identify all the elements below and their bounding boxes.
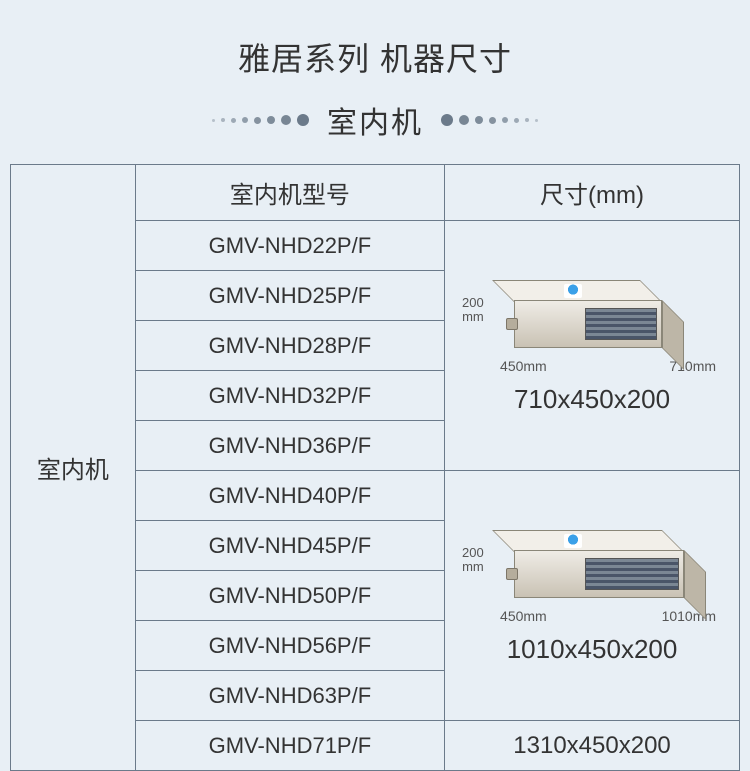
dots-right [441,114,538,126]
subtitle-text: 室内机 [327,98,423,142]
unit-diagram-2: 200 mm 450mm 1010mm [462,530,722,624]
model-cell: GMV-NHD56P/F [135,621,444,671]
header-size: 尺寸(mm) [445,165,740,221]
page-title: 雅居系列 机器尺寸 [0,0,750,80]
dim-width: 1010mm [662,608,716,624]
dim-depth: 450mm [500,358,547,374]
spec-table: 室内机 室内机型号 尺寸(mm) GMV-NHD22P/F 200 mm [10,164,740,771]
dim-depth: 450mm [500,608,547,624]
dim-height-unit: mm [462,309,484,324]
model-cell: GMV-NHD25P/F [135,271,444,321]
dots-left [212,114,309,126]
size-cell-group3: 1310x450x200 [445,721,740,771]
model-cell: GMV-NHD63P/F [135,671,444,721]
table-header-row: 室内机 室内机型号 尺寸(mm) [11,165,740,221]
model-cell: GMV-NHD36P/F [135,421,444,471]
unit-diagram-1: 200 mm 450mm 710mm [462,280,722,374]
header-model: 室内机型号 [135,165,444,221]
model-cell: GMV-NHD50P/F [135,571,444,621]
model-cell: GMV-NHD28P/F [135,321,444,371]
side-label: 室内机 [11,165,136,771]
size-cell-group2: 200 mm 450mm 1010mm 1010x450x200 [445,471,740,721]
size-text-1: 710x450x200 [449,384,735,415]
model-cell: GMV-NHD45P/F [135,521,444,571]
model-cell: GMV-NHD40P/F [135,471,444,521]
dim-height-value: 200 [462,545,484,560]
size-text-2: 1010x450x200 [449,634,735,665]
dim-height-value: 200 [462,295,484,310]
model-cell: GMV-NHD71P/F [135,721,444,771]
model-cell: GMV-NHD22P/F [135,221,444,271]
size-cell-group1: 200 mm 450mm 710mm 710x450x200 [445,221,740,471]
subtitle-row: 室内机 [0,98,750,142]
dim-height-unit: mm [462,559,484,574]
model-cell: GMV-NHD32P/F [135,371,444,421]
